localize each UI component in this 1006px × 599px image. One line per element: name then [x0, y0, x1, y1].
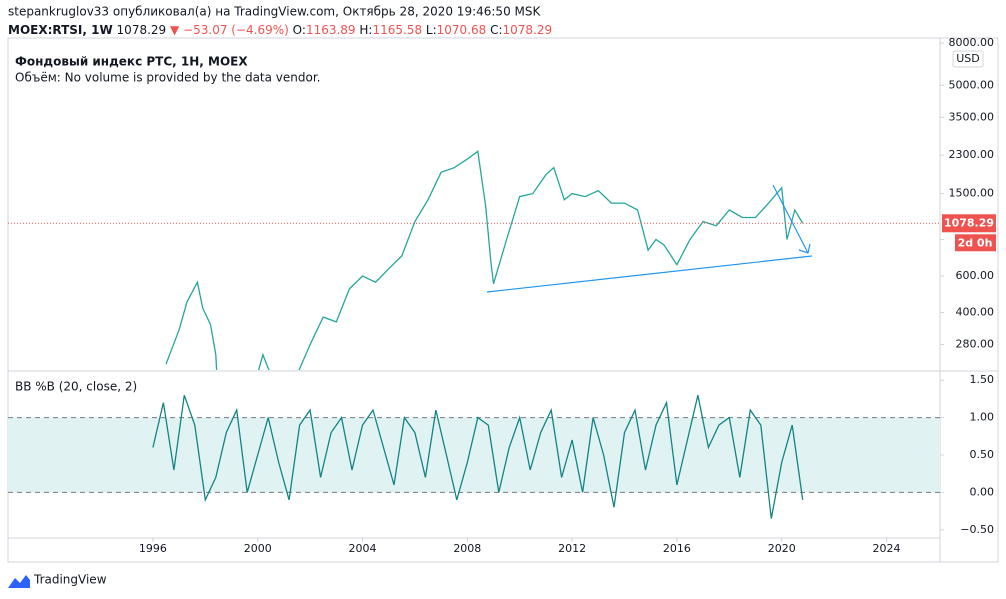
low-label: L:: [426, 23, 437, 37]
y-tick-label: −0.50: [960, 523, 994, 536]
y-tick-label: 0.00: [970, 485, 995, 498]
y-tick-label: 5000.00: [949, 78, 995, 91]
y-tick-label: 600.00: [956, 269, 995, 282]
close-label: C:: [490, 23, 502, 37]
high: 1165.58: [372, 23, 422, 37]
arrow-head: [798, 243, 811, 254]
trend-line: [486, 255, 813, 293]
publish-info: stepankruglov33 опубликовал(а) на Tradin…: [8, 5, 541, 19]
x-tick-label: 2008: [453, 542, 481, 555]
unit: USD: [956, 52, 980, 65]
x-tick-label: 2024: [873, 542, 901, 555]
y-tick-label: 1.50: [970, 373, 995, 386]
open: 1163.89: [306, 23, 356, 37]
price-tag-label: 1078.29: [944, 216, 994, 229]
band-fill: [8, 417, 940, 493]
x-tick-label: 2012: [558, 542, 586, 555]
price-tag: [942, 214, 996, 233]
x-tick-label: 2004: [349, 542, 377, 555]
series-line: [152, 394, 804, 519]
series-line: [165, 150, 804, 370]
frame: [7, 37, 999, 563]
y-tick-label: 0.50: [970, 448, 995, 461]
y-tick-label: 1.00: [970, 411, 995, 424]
logo: [8, 575, 30, 588]
ohlc-line: MOEX:RTSI, 1W 1078.29 ▼ −53.07 (−4.69%) …: [8, 23, 552, 37]
countdown-tag: [955, 234, 996, 252]
x-tick-label: 1996: [139, 542, 167, 555]
arrow: ▼: [170, 23, 180, 37]
pane-title: Фондовый индекс РТС, 1Н, MOEX: [15, 55, 248, 69]
y-tick-label: 400.00: [956, 305, 995, 318]
open-label: O:: [293, 23, 306, 37]
x-tick-label: 2016: [663, 542, 691, 555]
price: 1078.29: [117, 23, 167, 37]
pane-subtitle: Объём: No volume is provided by the data…: [15, 71, 321, 85]
high-label: H:: [359, 23, 372, 37]
unit-box: [952, 50, 984, 68]
low: 1070.68: [437, 23, 487, 37]
brand: TradingView: [33, 573, 107, 587]
y-tick-label: 3500.00: [949, 110, 995, 123]
indicator-title: BB %B (20, close, 2): [15, 380, 137, 394]
x-tick-label: 2000: [244, 542, 272, 555]
y-tick-label: 1500.00: [949, 187, 995, 200]
y-tick-label: 8000.00: [949, 36, 995, 49]
y-tick-label: 280.00: [956, 338, 995, 351]
y-tick-label: 2300.00: [949, 148, 995, 161]
x-tick-label: 2020: [768, 542, 796, 555]
close: 1078.29: [503, 23, 553, 37]
countdown: 2d 0h: [958, 236, 993, 249]
change: −53.07 (−4.69%): [183, 23, 289, 37]
trend-arrow: [772, 184, 809, 254]
symbol: MOEX:RTSI, 1W: [8, 23, 113, 37]
